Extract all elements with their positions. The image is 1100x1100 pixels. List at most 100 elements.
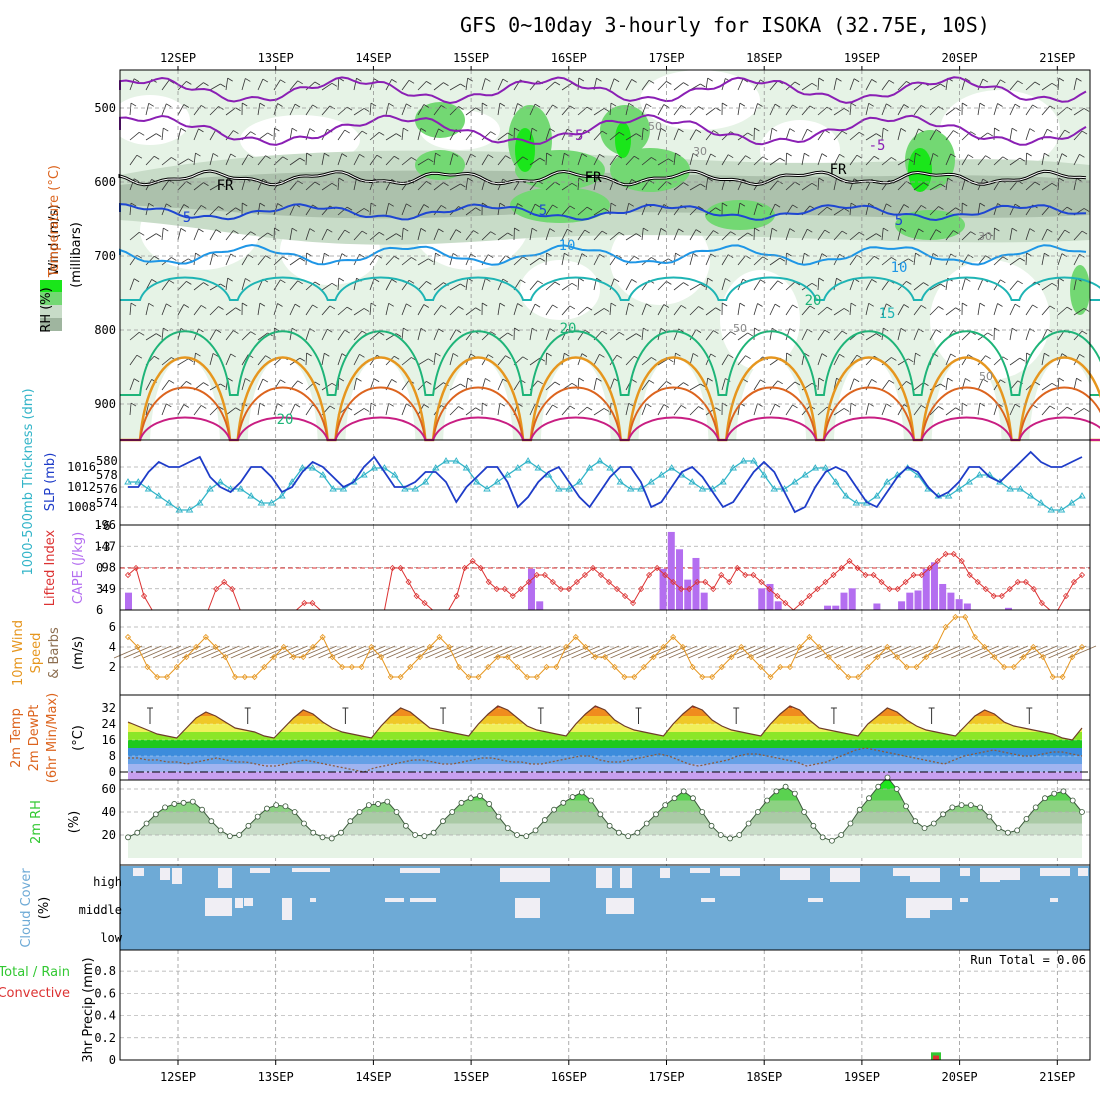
wind-barb-flag (329, 405, 336, 410)
wind-barb-flag (947, 177, 953, 182)
wind-barb (369, 331, 380, 341)
cloud-mid-gap (205, 898, 232, 916)
li-point (758, 578, 765, 586)
wind-barb-flag (918, 228, 924, 233)
wind-barb-flag (794, 181, 801, 186)
wind-barb-flag (774, 403, 781, 408)
wind-barb-flag (1026, 152, 1032, 157)
wind-barb-flag (1000, 279, 1006, 284)
wind-barb (369, 403, 372, 416)
wind-point (319, 633, 326, 641)
wind-point (679, 643, 686, 651)
wind-point (378, 653, 385, 661)
wind-tick-label: 4 (109, 640, 116, 654)
cloud-mid-gap (808, 898, 823, 902)
wind-barb (929, 229, 937, 241)
wind-barb-flag (938, 306, 944, 310)
wind-barb-flag (789, 228, 795, 232)
li-point (854, 564, 861, 572)
wind-barb-flag (186, 381, 192, 385)
wind-barb (257, 403, 261, 416)
label-wind-barbs: & Barbs (47, 627, 62, 679)
label-2m-dewpt: 2m DewPt (27, 705, 42, 772)
rh-bright-blob (615, 122, 631, 158)
wind-barb (849, 178, 855, 191)
wind-barb (929, 129, 937, 141)
wind-barb (1041, 182, 1053, 191)
wind-barb-flag (818, 277, 825, 282)
wind-barb-flag (344, 329, 350, 334)
surface-barb (123, 645, 152, 659)
rh-point (708, 822, 715, 829)
rh-point (412, 832, 419, 838)
wind-barb-flag (596, 377, 602, 382)
li-point (493, 585, 500, 593)
wind-barb (225, 230, 234, 241)
wind-barb (321, 282, 333, 291)
surface-barb (503, 645, 532, 659)
wind-point (1020, 653, 1027, 661)
wind-barb-flag (666, 81, 672, 85)
wind-barb-flag (282, 156, 288, 161)
wind-barb-flag (613, 78, 620, 83)
wind-point (728, 653, 735, 661)
wind-barb-flag (356, 377, 362, 382)
wind-barb (849, 231, 860, 241)
wind-barb (641, 357, 652, 366)
wind-barb-flag (722, 302, 728, 307)
wind-barb (305, 404, 313, 416)
rh-point (1042, 795, 1048, 802)
wind-barb (561, 305, 571, 316)
contour-label-m5: -5 (567, 128, 584, 144)
wind-point (251, 673, 258, 681)
wind-barb-flag (1002, 356, 1008, 361)
wind-barb-flag (280, 379, 286, 384)
wind-barb (929, 329, 937, 341)
wind-barb (1073, 154, 1080, 166)
wind-barb (1073, 178, 1077, 191)
wind-barb (785, 281, 796, 291)
rh-tick-label: 20 (102, 828, 116, 842)
wind-barb (305, 328, 311, 341)
wind-barb-flag (245, 278, 251, 282)
wind-point (241, 673, 248, 681)
wind-barb-flag (1081, 130, 1088, 135)
wind-barb-flag (888, 379, 895, 384)
wind-barb-flag (438, 328, 444, 333)
wind-point (436, 633, 443, 641)
wind-barb-flag (455, 229, 462, 233)
wind-barb-flag (277, 303, 283, 307)
wind-barb-flag (1019, 357, 1026, 362)
wind-barb (753, 303, 758, 316)
wind-barb-flag (250, 331, 256, 336)
wind-barb-flag (554, 381, 561, 386)
wind-barb-flag (651, 257, 657, 261)
wind-barb (1009, 203, 1016, 216)
contour-label-rh50: 50 (979, 370, 993, 383)
wind-barb (577, 306, 588, 316)
rh-point (217, 827, 224, 834)
li-point (469, 557, 476, 565)
rh-point (578, 789, 585, 796)
wind-barb (1041, 153, 1045, 166)
wind-barb-flag (482, 402, 488, 407)
bottom-date-label: 21SEP (1039, 1070, 1075, 1084)
li-point (846, 557, 853, 565)
wind-barb (193, 128, 199, 141)
wind-barb-flag (130, 102, 137, 107)
wind-point (864, 663, 871, 671)
wind-point (991, 653, 998, 661)
wind-barb-flag (586, 306, 593, 311)
wind-barb (161, 303, 167, 316)
precip-panel: 0.80.60.40.20 (94, 964, 1090, 1067)
wind-barb-flag (997, 303, 1003, 307)
wind-barb-flag (807, 128, 813, 133)
cloud-high-gap (305, 868, 330, 872)
wind-barb-flag (502, 278, 509, 283)
wind-barb (689, 253, 694, 266)
wind-barb (1009, 157, 1021, 166)
wind-barb-flag (771, 127, 778, 132)
top-date-label: 16SEP (551, 51, 587, 65)
wind-barb-flag (393, 355, 400, 360)
rh-point (152, 811, 159, 818)
